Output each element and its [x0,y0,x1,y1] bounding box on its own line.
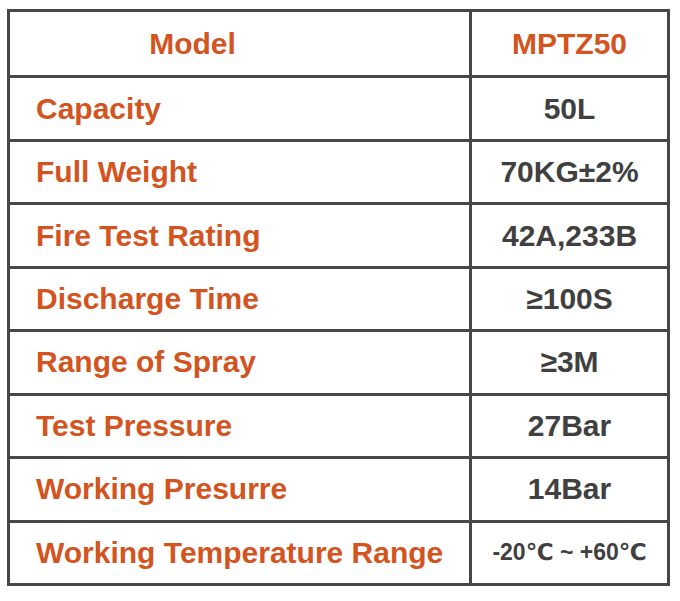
row-label-working-temperature-range: Working Temperature Range [10,523,472,583]
row-value-discharge-time: ≥100S [472,269,667,329]
table-row-working-pressure: Working Presurre 14Bar [10,456,667,519]
row-label-discharge-time: Discharge Time [10,269,472,329]
row-value-test-pressure: 27Bar [472,396,667,456]
row-label-working-pressure: Working Presurre [10,459,472,519]
row-value-capacity: 50L [472,78,667,138]
table-row-working-temperature-range: Working Temperature Range -20℃ ~ +60℃ [10,520,667,583]
row-value-range-of-spray: ≥3M [472,332,667,392]
product-spec-table: Model MPTZ50 Capacity 50L Full Weight 70… [7,9,670,586]
row-label-model: Model [10,12,472,75]
table-row-capacity: Capacity 50L [10,75,667,138]
table-row-test-pressure: Test Pressure 27Bar [10,393,667,456]
row-value-working-pressure: 14Bar [472,459,667,519]
row-value-fire-test-rating: 42A,233B [472,205,667,265]
row-value-full-weight: 70KG±2% [472,142,667,202]
table-row-model: Model MPTZ50 [10,12,667,75]
row-label-full-weight: Full Weight [10,142,472,202]
row-label-test-pressure: Test Pressure [10,396,472,456]
row-value-working-temperature-range: -20℃ ~ +60℃ [472,523,667,583]
row-label-fire-test-rating: Fire Test Rating [10,205,472,265]
table-row-fire-test-rating: Fire Test Rating 42A,233B [10,202,667,265]
row-label-capacity: Capacity [10,78,472,138]
table-row-full-weight: Full Weight 70KG±2% [10,139,667,202]
row-label-range-of-spray: Range of Spray [10,332,472,392]
table-row-range-of-spray: Range of Spray ≥3M [10,329,667,392]
row-value-model: MPTZ50 [472,12,667,75]
table-row-discharge-time: Discharge Time ≥100S [10,266,667,329]
